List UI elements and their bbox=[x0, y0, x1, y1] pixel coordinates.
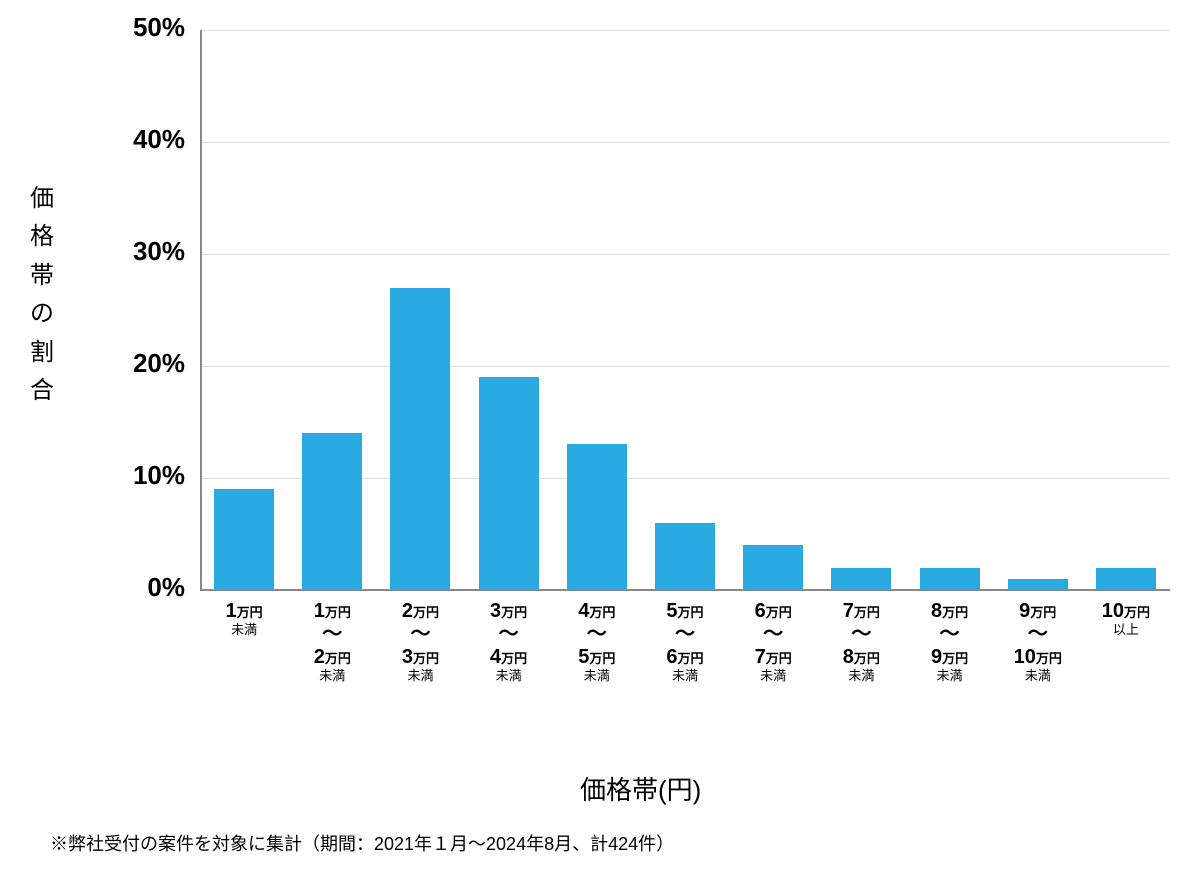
x-category-label: 2万円〜3万円未満 bbox=[376, 600, 464, 684]
y-axis-title: 価格帯の割合 bbox=[30, 180, 54, 410]
chart-container: 価格帯の割合 0% 10% 20% 30% 40% 50% 1万円未満1万円〜2万円未満2… bbox=[0, 0, 1200, 874]
bar bbox=[920, 568, 980, 590]
x-category-label: 10万円以上 bbox=[1082, 600, 1170, 638]
bar bbox=[1008, 579, 1068, 590]
gridline bbox=[200, 30, 1170, 31]
y-axis-line bbox=[200, 30, 202, 590]
bar bbox=[390, 288, 450, 590]
bar bbox=[567, 444, 627, 590]
x-axis-title: 価格帯(円) bbox=[580, 770, 701, 807]
gridline bbox=[200, 142, 1170, 143]
x-category-label: 1万円〜2万円未満 bbox=[288, 600, 376, 684]
x-category-label: 8万円〜9万円未満 bbox=[905, 600, 993, 684]
x-category-label: 4万円〜5万円未満 bbox=[553, 600, 641, 684]
x-category-label: 5万円〜6万円未満 bbox=[641, 600, 729, 684]
bar bbox=[214, 489, 274, 590]
y-tick-label: 20% bbox=[105, 348, 185, 379]
x-category-label: 9万円〜10万円未満 bbox=[994, 600, 1082, 684]
x-category-label: 3万円〜4万円未満 bbox=[465, 600, 553, 684]
plot-area bbox=[200, 30, 1170, 590]
y-tick-label: 10% bbox=[105, 460, 185, 491]
y-tick-label: 40% bbox=[105, 124, 185, 155]
bar bbox=[1096, 568, 1156, 590]
bar bbox=[655, 523, 715, 590]
y-tick-label: 30% bbox=[105, 236, 185, 267]
bar bbox=[302, 433, 362, 590]
gridline bbox=[200, 366, 1170, 367]
y-tick-label: 50% bbox=[105, 12, 185, 43]
bar bbox=[479, 377, 539, 590]
bar bbox=[743, 545, 803, 590]
gridline bbox=[200, 254, 1170, 255]
y-tick-label: 0% bbox=[105, 572, 185, 603]
chart-footnote: ※弊社受付の案件を対象に集計（期間：2021年１月～2024年8月、計424件） bbox=[50, 830, 674, 856]
bar bbox=[831, 568, 891, 590]
x-category-label: 6万円〜7万円未満 bbox=[729, 600, 817, 684]
x-category-label: 7万円〜8万円未満 bbox=[817, 600, 905, 684]
x-category-label: 1万円未満 bbox=[200, 600, 288, 638]
